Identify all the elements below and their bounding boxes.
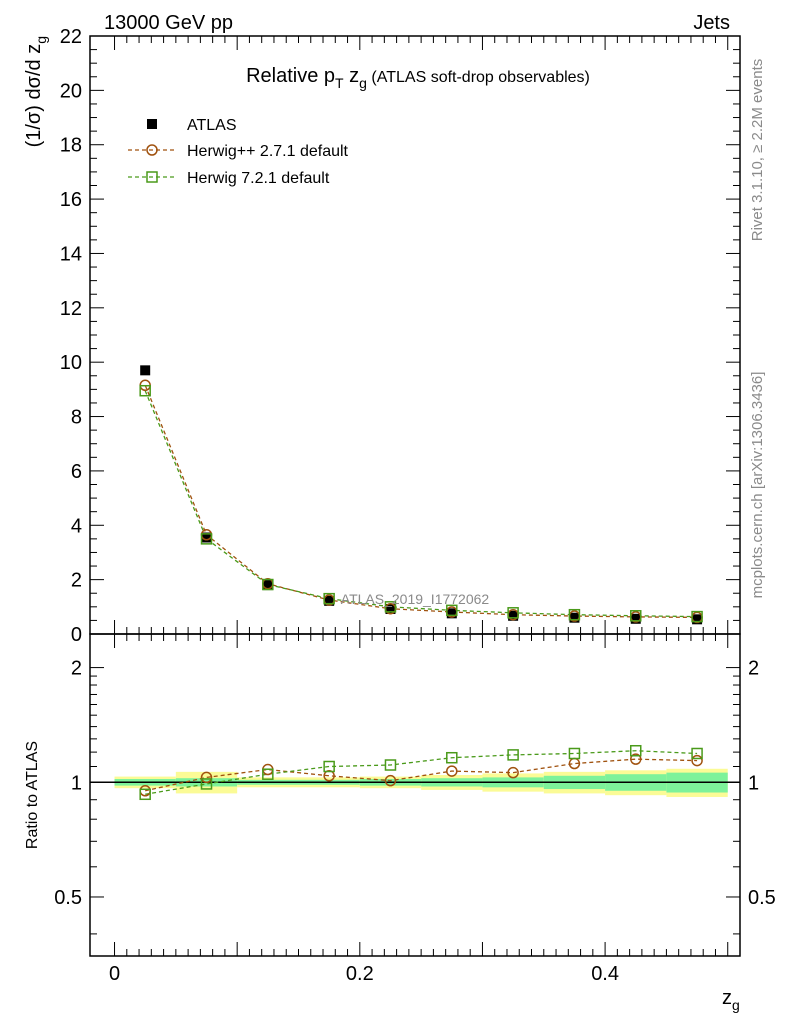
herwigpp-ratio-point: [384, 774, 397, 787]
herwig7-point: [139, 384, 151, 397]
herwigpp-ratio-point: [507, 766, 519, 779]
ratio-y-axis-label: Ratio to ATLAS: [24, 741, 41, 849]
main-series-layer: [139, 365, 703, 625]
y-tick-label: 2: [71, 570, 82, 592]
ratio-y-tick-label: 2: [71, 658, 82, 680]
herwig7-ratio-point: [446, 751, 458, 764]
y-tick-label: 18: [60, 135, 82, 157]
legend-label: ATLAS: [187, 117, 237, 134]
herwig7-ratio-point: [139, 788, 151, 801]
herwig7-ratio-point: [200, 778, 213, 790]
atlas-point: [201, 532, 212, 543]
legend: ATLAS Herwig++ 2.7.1 default Herwig 7.2.1 …: [128, 117, 349, 187]
y-tick-label: 22: [60, 26, 82, 48]
herwig7-ratio-line: [145, 750, 698, 795]
legend-marker-atlas: [147, 119, 157, 129]
main-axis-ticks: 0 2 4 6 8 10 12 14 16 18 20 22: [60, 26, 740, 646]
herwig7-point: [262, 578, 274, 591]
herwigpp-ratio-point: [446, 765, 458, 777]
herwig7-point: [568, 608, 581, 621]
herwigpp-ratio-point: [200, 771, 213, 784]
herwig7-ratio-point: [630, 744, 642, 757]
herwigpp-ratio-line: [145, 758, 698, 792]
herwigpp-ratio-point: [691, 754, 703, 767]
x-tick-label: 0: [109, 963, 120, 985]
ratio-axis-ticks: 0 0.2 0.4 0.5 0.5 1 1 2 2: [54, 634, 776, 985]
herwig7-point: [200, 533, 213, 545]
legend-label: Herwig++ 2.7.1 default: [187, 143, 349, 160]
herwig7-ratio-point: [384, 759, 397, 771]
ratio-y-tick-label: 1: [71, 772, 82, 794]
legend-marker-herwigpp: [146, 144, 158, 156]
y-tick-label: 14: [60, 243, 82, 265]
y-tick-label: 6: [71, 461, 82, 483]
herwigpp-ratio-point: [630, 753, 642, 765]
ratio-series-layer: [139, 744, 703, 801]
header-right: Jets: [693, 12, 730, 34]
herwig7-ratio-point: [507, 749, 519, 761]
atlas-point: [508, 610, 519, 621]
herwig7-ratio-point: [568, 747, 581, 760]
x-tick-label: 0.2: [346, 963, 374, 985]
herwig7-point: [323, 592, 335, 605]
atlas-point: [569, 612, 580, 623]
herwigpp-line: [144, 385, 698, 619]
y-tick-label: 12: [60, 298, 82, 320]
herwig7-point: [507, 607, 519, 619]
herwig7-ratio-point: [323, 760, 335, 773]
y-tick-label: 16: [60, 189, 82, 211]
atlas-point: [262, 580, 273, 591]
ratio-panel: 0 0.2 0.4 0.5 0.5 1 1 2 2 Ratio to ATLAS zg: [24, 633, 776, 1013]
ratio-y-tick-label-right: 2: [748, 658, 759, 680]
herwig7-point: [691, 610, 703, 623]
herwig7-point: [630, 610, 642, 622]
ratio-frame: [89, 633, 741, 957]
main-panel: 0 2 4 6 8 10 12 14 16 18 20 22 Relative pT zg (ATLA…: [23, 26, 741, 646]
herwig7-line: [144, 390, 698, 618]
x-tick-label: 0.4: [591, 963, 619, 985]
y-tick-label: 20: [60, 80, 82, 102]
atlas-point: [446, 608, 457, 619]
atlas-point: [324, 595, 335, 606]
atlas-point: [692, 614, 703, 625]
y-tick-label: 4: [71, 515, 82, 537]
herwig7-point: [384, 601, 397, 613]
herwig7-ratio-point: [691, 747, 703, 760]
y-tick-label: 8: [71, 407, 82, 429]
main-title: Relative pT zg (ATLAS soft-drop observab…: [246, 65, 590, 91]
legend-marker-herwig7: [146, 171, 158, 183]
herwig7-point: [446, 604, 458, 617]
header-left: 13000 GeV pp: [104, 12, 233, 34]
mcplots-label: mcplots.cern.ch [arXiv:1306.3436]: [749, 372, 766, 599]
atlas-point: [140, 365, 151, 376]
x-axis-label: zg: [722, 987, 740, 1013]
herwig7-ratio-point: [262, 768, 274, 780]
y-tick-label: 10: [60, 352, 82, 374]
ratio-y-tick-label-right: 0.5: [748, 887, 776, 909]
atlas-point: [385, 603, 396, 614]
rivet-label: Rivet 3.1.10, ≥ 2.2M events: [749, 59, 766, 242]
y-tick-label: 0: [71, 624, 82, 646]
atlas-point: [630, 613, 641, 624]
main-y-axis-label: (1/σ) dσ/d zg: [23, 36, 49, 147]
legend-label: Herwig 7.2.1 default: [187, 170, 330, 187]
ratio-uncertainty-bands: [90, 768, 740, 797]
analysis-watermark: ATLAS_2019_I1772062: [341, 591, 490, 607]
ratio-y-tick-label-right: 1: [748, 772, 759, 794]
ratio-y-tick-label: 0.5: [54, 887, 82, 909]
